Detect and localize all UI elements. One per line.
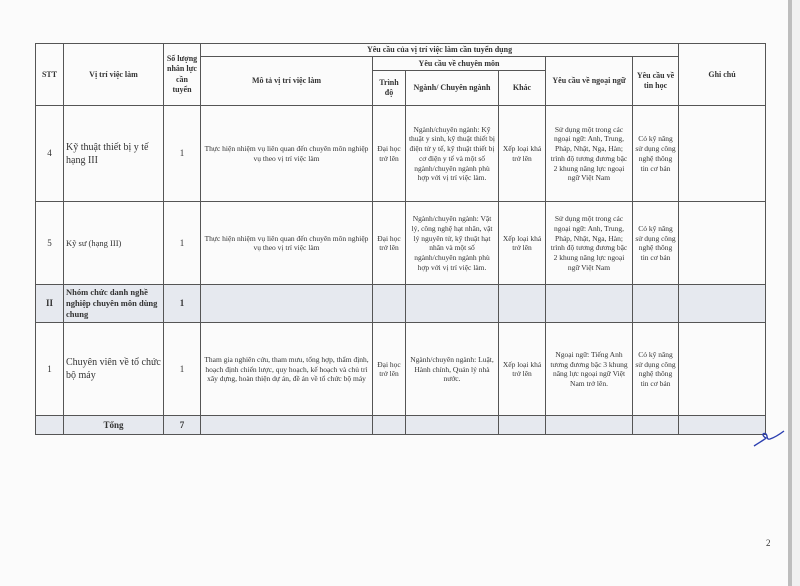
cell-note xyxy=(678,105,767,203)
cell-stt: II xyxy=(35,284,64,324)
cell-other: Xếp loại khá trở lên xyxy=(498,105,546,203)
cell-major: Ngành/chuyên ngành: Kỹ thuật y sinh, kỹ … xyxy=(405,105,499,203)
cell-stt: 1 xyxy=(35,322,64,417)
cell-position: Chuyên viên về tổ chức bộ máy xyxy=(63,322,164,417)
cell-description: Thực hiện nhiệm vụ liên quan đến chuyên … xyxy=(200,105,373,203)
cell-quantity: 1 xyxy=(163,105,201,203)
cell-level: Đại học trở lên xyxy=(372,201,406,286)
cell-note xyxy=(678,201,767,286)
cell-quantity: 1 xyxy=(163,284,201,324)
table-row: 5 Kỹ sư (hạng III) 1 Thực hiện nhiệm vụ … xyxy=(35,201,767,286)
cell-language: Sử dụng một trong các ngoại ngữ: Anh, Tr… xyxy=(545,105,633,203)
cell-position: Nhóm chức danh nghề nghiệp chuyên môn dù… xyxy=(63,284,164,324)
cell-description: Thực hiện nhiệm vụ liên quan đến chuyên … xyxy=(200,201,373,286)
group-row: II Nhóm chức danh nghề nghiệp chuyên môn… xyxy=(35,284,767,324)
signature-mark xyxy=(753,430,785,447)
cell-description: Tham gia nghiên cứu, tham mưu, tổng hợp,… xyxy=(200,322,373,417)
cell-note xyxy=(678,322,767,417)
cell-quantity: 1 xyxy=(163,201,201,286)
header-other: Khác xyxy=(498,70,546,107)
page-number: 2 xyxy=(766,538,771,548)
cell-language: Ngoại ngữ: Tiếng Anh tương đương bậc 3 k… xyxy=(545,322,633,417)
scan-margin xyxy=(792,0,800,586)
header-requirements: Yêu cầu của vị trí việc làm cần tuyển dụ… xyxy=(199,42,680,58)
header-quantity: Số lượng nhân lực cần tuyển xyxy=(163,42,201,107)
recruitment-table: STT Vị trí việc làm Số lượng nhân lực cầ… xyxy=(35,42,767,436)
header-major: Ngành/ Chuyên ngành xyxy=(405,70,499,107)
table-row: 1 Chuyên viên về tổ chức bộ máy 1 Tham g… xyxy=(35,322,767,417)
cell-stt: 5 xyxy=(35,201,64,286)
table-row: 4 Kỹ thuật thiết bị y tế hạng III 1 Thực… xyxy=(35,105,767,203)
scan-edge xyxy=(788,0,792,586)
cell-position: Kỹ sư (hạng III) xyxy=(63,201,164,286)
header-level: Trình độ xyxy=(372,70,406,107)
total-label: Tổng xyxy=(63,415,164,436)
cell-quantity: 1 xyxy=(163,322,201,417)
cell-stt: 4 xyxy=(35,105,64,203)
total-row: Tổng 7 xyxy=(35,415,767,436)
cell-it: Có kỹ năng sử dụng công nghệ thông tin c… xyxy=(631,322,680,417)
total-quantity: 7 xyxy=(163,415,201,436)
header-it: Yêu cầu về tin học xyxy=(631,56,680,107)
cell-language: Sử dụng một trong các ngoại ngữ: Anh, Tr… xyxy=(545,201,633,286)
header-note: Ghi chú xyxy=(678,42,767,107)
cell-position: Kỹ thuật thiết bị y tế hạng III xyxy=(63,105,164,203)
cell-level: Đại học trở lên xyxy=(372,105,406,203)
header-language: Yêu cầu về ngoại ngữ xyxy=(545,56,633,107)
cell-major: Ngành/chuyên ngành: Vật lý, công nghệ hạ… xyxy=(405,201,499,286)
header-description: Mô tả vị trí việc làm xyxy=(200,56,373,107)
cell-major: Ngành/chuyên ngành: Luật, Hành chính, Qu… xyxy=(405,322,499,417)
cell-level: Đại học trở lên xyxy=(372,322,406,417)
cell-it: Có kỹ năng sử dụng công nghệ thông tin c… xyxy=(631,105,680,203)
header-position: Vị trí việc làm xyxy=(63,42,164,107)
cell-it: Có kỹ năng sử dụng công nghệ thông tin c… xyxy=(631,201,680,286)
cell-other: Xếp loại khá trở lên xyxy=(498,322,546,417)
header-professional: Yêu cầu về chuyên môn xyxy=(372,56,546,72)
cell-other: Xếp loại khá trở lên xyxy=(498,201,546,286)
header-stt: STT xyxy=(35,42,64,107)
